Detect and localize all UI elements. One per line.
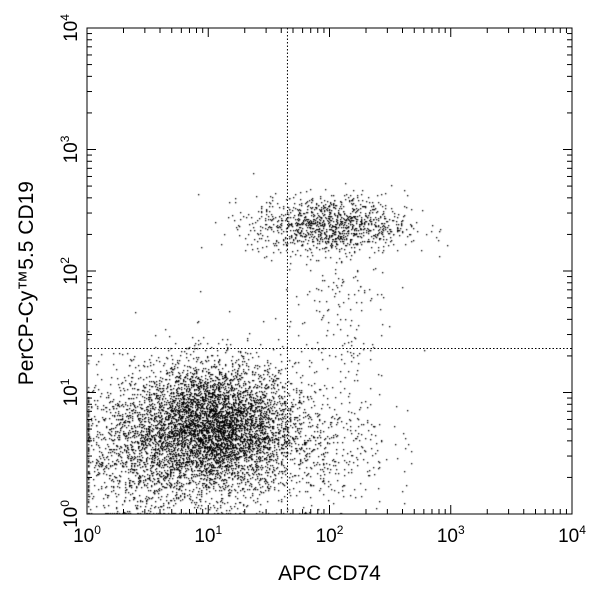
- y-tick-label: 101: [58, 378, 82, 406]
- x-tick-label: 100: [73, 523, 101, 547]
- event-dot-layer: [87, 28, 572, 514]
- x-tick-label: 102: [316, 523, 344, 547]
- y-tick-label: 102: [58, 257, 82, 285]
- x-axis-tick-labels: 100 101 102 103 104: [73, 523, 586, 547]
- axis-ticks: [86, 27, 573, 515]
- event-dots: [87, 28, 572, 514]
- y-axis-title: PerCP-Cy™5.5 CD19: [15, 181, 38, 385]
- y-axis-tick-labels: 100 101 102 103 104: [58, 14, 82, 528]
- y-tick-label: 100: [58, 500, 82, 528]
- x-tick-label: 101: [194, 523, 222, 547]
- x-axis-title: APC CD74: [278, 562, 381, 585]
- y-tick-label: 104: [58, 14, 82, 42]
- y-tick-label: 103: [58, 135, 82, 163]
- x-tick-label: 103: [437, 523, 465, 547]
- x-tick-label: 104: [558, 523, 586, 547]
